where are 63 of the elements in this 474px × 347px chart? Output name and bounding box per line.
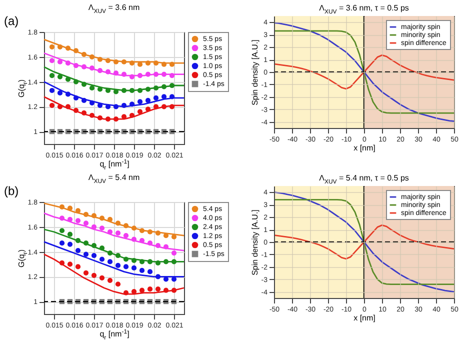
chart-title: Λ$_{XUV}$ = 5.4 nm, τ = 0.5 ps [318,173,408,186]
point [89,85,95,91]
point [67,232,73,237]
point [83,220,89,226]
point [107,259,113,264]
line-series [272,30,454,114]
point [49,44,55,50]
y-axis-title: Spin density [A.U.] [250,40,259,106]
x-axis-title: x [nm] [353,314,375,322]
point [99,226,105,231]
point [171,234,177,240]
point [49,58,55,64]
line-series [272,22,454,122]
point [147,286,153,292]
point [49,102,55,108]
point [155,286,161,292]
x-axis-title: q$_{r}$ [nm$^{-1}$] [100,328,130,342]
line-series [272,224,454,260]
chart-title: Λ$_{XUV}$ = 3.6 nm, τ = 0.5 ps [318,3,408,16]
point [67,242,73,247]
point [123,233,129,238]
point [49,88,55,94]
point [99,275,105,280]
x-axis-title: x [nm] [353,144,375,152]
point [131,265,137,270]
point [67,262,73,267]
text: (a) [4,14,19,28]
point [59,240,65,246]
point [147,269,153,274]
point [115,262,121,268]
point [59,228,65,234]
point [91,272,97,278]
point [99,256,105,262]
point [161,94,167,100]
line-series [272,54,454,90]
point [115,282,121,287]
point [171,250,177,256]
point [83,270,89,276]
point [57,59,63,64]
point [115,230,121,236]
point [153,95,159,100]
point [139,288,145,293]
line-series [43,254,185,295]
line-series [43,212,185,252]
point [75,264,81,270]
point [123,264,129,270]
point [107,278,113,283]
point [145,98,151,103]
text: (b) [4,184,19,198]
point [139,268,145,273]
point [83,252,89,257]
point [137,109,143,114]
y-axis-title: Spin density [A.U.] [250,210,259,276]
chart-title: Λ$_{XUV}$ = 5.4 nm [88,173,140,185]
chart-title: Λ$_{XUV}$ = 3.6 nm [88,3,140,15]
point [57,74,63,80]
point [75,248,81,254]
x-axis-title: q$_{r}$ [nm$^{-1}$] [100,158,130,172]
point [91,252,97,258]
point [137,99,143,104]
point [57,90,63,96]
point [75,218,81,224]
point [49,73,55,78]
